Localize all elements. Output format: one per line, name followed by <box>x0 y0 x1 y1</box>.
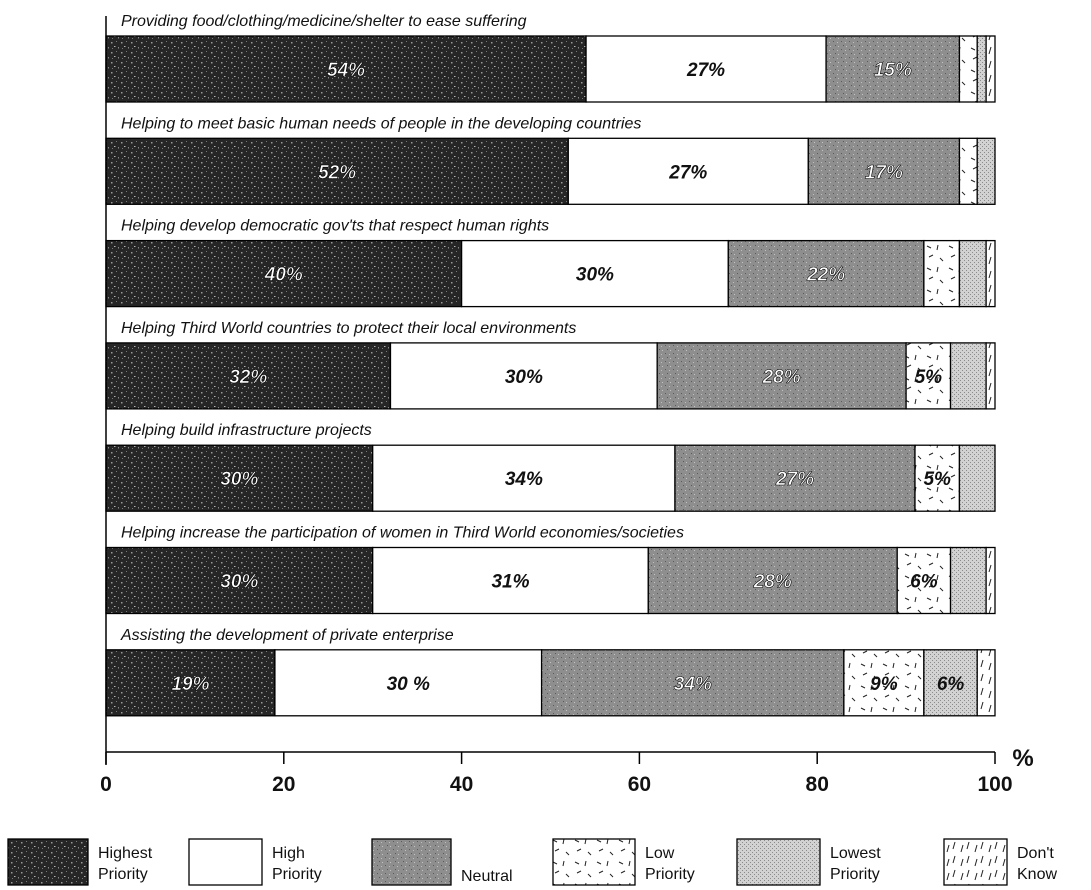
category-label: Helping develop democratic gov'ts that r… <box>121 218 549 235</box>
data-label: 22% <box>806 265 845 286</box>
bar-segment <box>105 35 587 103</box>
bar-segment <box>949 546 987 615</box>
bar-segment <box>105 649 276 717</box>
bar-segment <box>105 546 374 615</box>
legend-label: High <box>272 845 305 862</box>
unit-label: % <box>1012 745 1033 772</box>
data-label: 30% <box>220 469 258 490</box>
data-label: 31% <box>491 572 529 593</box>
category-label: Helping Third World countries to protect… <box>121 320 576 337</box>
bar-segment <box>460 239 729 308</box>
data-label: 32% <box>229 367 267 388</box>
bar-segment <box>825 35 961 103</box>
bars: 54% 27% 15% 52% 27% 17% 40% 30% 22% 32% 30% 28% 5% 30… <box>105 35 996 717</box>
data-label: 40% <box>264 265 303 286</box>
bar-segment <box>958 444 996 512</box>
data-label: 15% <box>874 60 912 81</box>
bar-segment <box>985 35 996 103</box>
legend-swatch <box>188 838 263 886</box>
data-label: 28% <box>762 367 801 388</box>
bar-segment <box>958 239 987 308</box>
legend: Highest Priority High Priority Neutral Low Pri… <box>7 838 1057 886</box>
data-label: 30% <box>505 367 543 388</box>
bar-segment <box>105 342 392 410</box>
bar-segment <box>727 239 925 308</box>
bar-segment <box>389 342 658 410</box>
bar-segment <box>985 546 996 615</box>
legend-label: Priority <box>830 866 880 883</box>
data-label: 30% <box>576 265 614 286</box>
category-label: Helping to meet basic human needs of peo… <box>121 115 641 132</box>
bar-segment <box>958 35 978 103</box>
bar-segment <box>105 137 569 205</box>
data-label: 52% <box>318 162 356 183</box>
legend-swatch <box>943 838 1008 886</box>
data-label: 28% <box>753 572 792 593</box>
bar-segment <box>274 649 543 717</box>
bar-segment <box>976 649 996 717</box>
tick-label: 60 <box>628 773 651 796</box>
bar-segment <box>976 35 987 103</box>
data-label: 19% <box>171 674 209 695</box>
legend-label: Low <box>645 845 675 862</box>
data-label: 27% <box>668 162 707 183</box>
tick-label: 40 <box>450 773 473 796</box>
bar-segment <box>914 444 961 512</box>
data-label: 34% <box>674 674 712 695</box>
bar-segment <box>656 342 907 410</box>
legend-swatch <box>552 838 636 886</box>
legend-swatch <box>736 838 821 886</box>
legend-swatch <box>371 838 452 886</box>
category-label: Helping increase the participation of wo… <box>121 525 684 542</box>
tick-label: 100 <box>977 773 1012 796</box>
data-label: 17% <box>865 162 903 183</box>
legend-label: Lowest <box>830 845 881 862</box>
bar-segment <box>896 546 952 615</box>
data-label: 30 % <box>387 674 430 695</box>
legend-label: Priority <box>98 866 148 883</box>
bar-segment <box>807 137 961 205</box>
legend-label: Know <box>1017 866 1057 883</box>
bar-segment <box>647 546 898 615</box>
legend-label: Highest <box>98 845 153 862</box>
category-label: Assisting the development of private ent… <box>120 627 454 644</box>
data-label: 30% <box>220 572 258 593</box>
bar-segment <box>105 444 374 512</box>
tick-label: 0 <box>100 773 112 796</box>
data-label: 6% <box>910 572 938 593</box>
bar-segment <box>567 137 809 205</box>
bar-segment <box>985 239 996 308</box>
data-label: 6% <box>937 674 965 695</box>
data-label: 54% <box>327 60 365 81</box>
bar-segment <box>585 35 827 103</box>
bar-segment <box>372 546 649 615</box>
legend-label: Don't <box>1017 845 1054 862</box>
bar-segment <box>905 342 952 410</box>
data-label: 34% <box>505 469 543 490</box>
bar-segment <box>372 444 676 512</box>
tick-label: 20 <box>272 773 295 796</box>
x-axis: 0 20 40 60 80 100% <box>100 16 1034 796</box>
bar-segment <box>949 342 987 410</box>
legend-label: Priority <box>272 866 322 883</box>
bar-segment <box>958 137 978 205</box>
data-label: 9% <box>870 674 898 695</box>
legend-label: Neutral <box>461 868 513 885</box>
bar-segment <box>976 137 996 205</box>
legend-swatch <box>7 838 89 886</box>
bar-segment <box>674 444 916 512</box>
bar-segment <box>540 649 845 717</box>
tick-label: 80 <box>806 773 829 796</box>
data-label: 27% <box>775 469 814 490</box>
category-labels: Providing food/clothing/medicine/shelter… <box>120 13 684 644</box>
category-label: Providing food/clothing/medicine/shelter… <box>121 13 527 30</box>
bar-segment <box>985 342 996 410</box>
data-label: 5% <box>915 367 943 388</box>
data-label: 27% <box>686 60 725 81</box>
legend-label: Priority <box>645 866 695 883</box>
bar-segment <box>923 239 961 308</box>
category-label: Helping build infrastructure projects <box>121 422 372 439</box>
data-label: 5% <box>923 469 951 490</box>
